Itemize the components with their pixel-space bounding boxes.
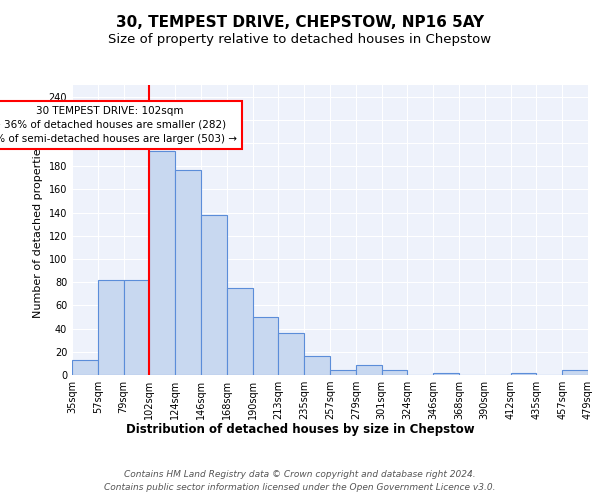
Bar	[175, 170, 201, 375]
Bar	[356, 364, 382, 375]
Bar	[98, 280, 124, 375]
Bar	[433, 372, 459, 375]
Bar	[72, 360, 98, 375]
Text: Contains HM Land Registry data © Crown copyright and database right 2024.: Contains HM Land Registry data © Crown c…	[124, 470, 476, 479]
Text: Contains public sector information licensed under the Open Government Licence v3: Contains public sector information licen…	[104, 482, 496, 492]
Bar	[278, 333, 304, 375]
Bar	[330, 370, 356, 375]
Bar	[149, 151, 175, 375]
Bar	[304, 356, 330, 375]
Text: Size of property relative to detached houses in Chepstow: Size of property relative to detached ho…	[109, 32, 491, 46]
Text: 30, TEMPEST DRIVE, CHEPSTOW, NP16 5AY: 30, TEMPEST DRIVE, CHEPSTOW, NP16 5AY	[116, 15, 484, 30]
Text: 30 TEMPEST DRIVE: 102sqm
← 36% of detached houses are smaller (282)
64% of semi-: 30 TEMPEST DRIVE: 102sqm ← 36% of detach…	[0, 106, 237, 144]
Bar	[227, 288, 253, 375]
Bar	[562, 370, 588, 375]
Text: Distribution of detached houses by size in Chepstow: Distribution of detached houses by size …	[125, 422, 475, 436]
Bar	[253, 317, 278, 375]
Bar	[511, 372, 536, 375]
Bar	[382, 370, 407, 375]
Y-axis label: Number of detached properties: Number of detached properties	[33, 142, 43, 318]
Bar	[124, 280, 149, 375]
Bar	[201, 215, 227, 375]
